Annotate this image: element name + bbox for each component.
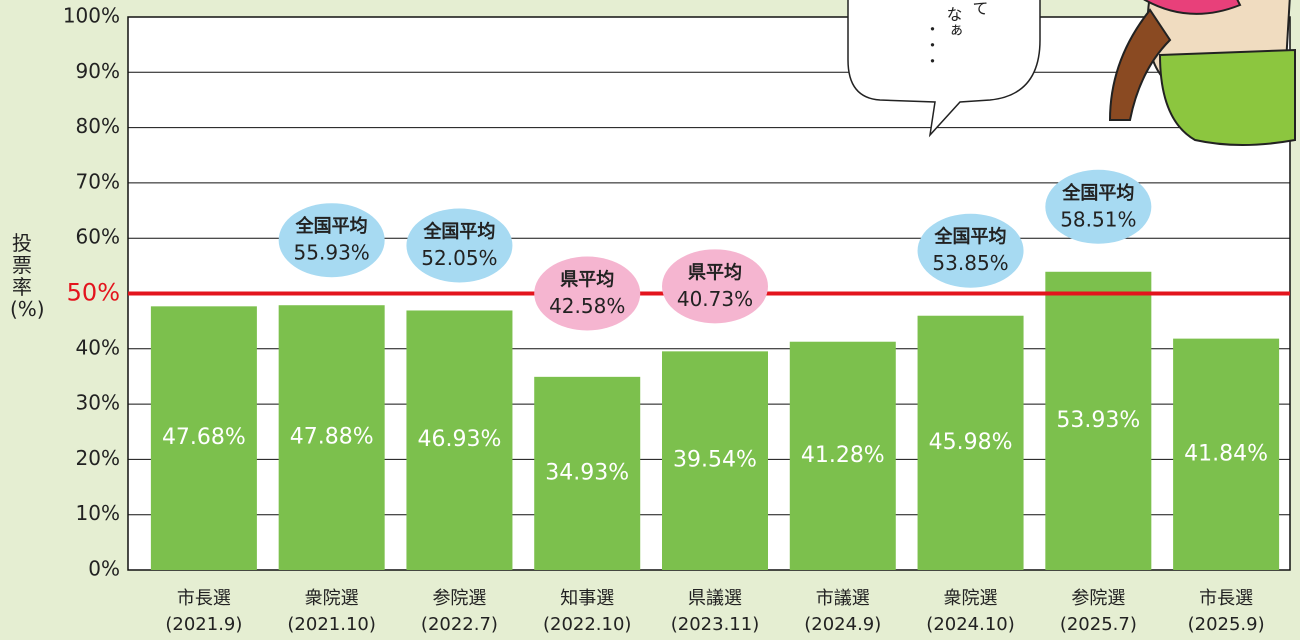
bubble-value: 53.85% bbox=[932, 251, 1008, 275]
speech-text: なぁ bbox=[944, 6, 963, 38]
y-axis-label: 投票率(%) bbox=[10, 232, 34, 320]
average-bubble: 県平均 42.58% bbox=[534, 257, 640, 331]
speech-text: て bbox=[970, 0, 989, 16]
value-label: 53.93% bbox=[1056, 408, 1140, 433]
bubble-label: 全国平均 bbox=[422, 220, 495, 242]
average-bubble: 全国平均 52.05% bbox=[406, 208, 512, 282]
x-tick-label: 衆院選 (2021.10) bbox=[268, 586, 396, 638]
page: 0% 10% 20% 30% 40% 50% 60% 70% 80% 90% 100% 47.68% 4… bbox=[0, 0, 1300, 640]
value-label: 41.84% bbox=[1184, 441, 1268, 466]
y-tick-label: 10% bbox=[76, 501, 120, 525]
y-tick-label: 30% bbox=[76, 391, 120, 415]
average-bubble: 全国平均 58.51% bbox=[1045, 170, 1151, 244]
x-tick-label: 市長選 (2021.9) bbox=[140, 586, 268, 638]
y-tick-label: 100% bbox=[63, 4, 120, 28]
value-label: 34.93% bbox=[545, 460, 629, 485]
y-tick-label: 60% bbox=[76, 225, 120, 249]
y-tick-label: 0% bbox=[88, 557, 120, 581]
bubble-label: 全国平均 bbox=[1061, 182, 1134, 204]
y-tick-label: 50% bbox=[67, 279, 120, 307]
y-tick-label: 40% bbox=[76, 335, 120, 359]
value-label: 47.68% bbox=[162, 425, 246, 450]
value-label: 39.54% bbox=[673, 448, 757, 473]
x-tick-label: 参院選 (2025.7) bbox=[1034, 586, 1162, 638]
bubble-label: 県平均 bbox=[688, 261, 742, 283]
y-tick-label: 80% bbox=[76, 114, 120, 138]
x-tick-label: 市長選 (2025.9) bbox=[1162, 586, 1290, 638]
bubble-label: 全国平均 bbox=[934, 226, 1007, 248]
x-tick-label: 知事選 (2022.10) bbox=[523, 586, 651, 638]
bubble-value: 55.93% bbox=[294, 241, 370, 265]
average-bubble: 全国平均 55.93% bbox=[279, 203, 385, 277]
y-tick-label: 20% bbox=[76, 446, 120, 470]
bubble-label: 全国平均 bbox=[295, 215, 368, 237]
x-tick-label: 衆院選 (2024.10) bbox=[907, 586, 1035, 638]
average-bubble: 県平均 40.73% bbox=[662, 249, 768, 323]
average-bubble: 全国平均 53.85% bbox=[918, 214, 1024, 288]
value-label: 47.88% bbox=[290, 425, 374, 450]
bubble-value: 58.51% bbox=[1060, 207, 1136, 231]
bubble-value: 40.73% bbox=[677, 287, 753, 311]
value-label: 45.98% bbox=[929, 430, 1013, 455]
bubble-label: 県平均 bbox=[560, 269, 614, 291]
bubble-value: 42.58% bbox=[549, 294, 625, 318]
x-tick-label: 市議選 (2024.9) bbox=[779, 586, 907, 638]
bubble-value: 52.05% bbox=[421, 246, 497, 270]
value-label: 46.93% bbox=[417, 427, 501, 452]
x-tick-label: 県議選 (2023.11) bbox=[651, 586, 779, 638]
chart: 0% 10% 20% 30% 40% 50% 60% 70% 80% 90% 100% 47.68% 4… bbox=[0, 0, 1300, 640]
speech-text: ・・・ bbox=[922, 21, 941, 69]
y-tick-label: 70% bbox=[76, 169, 120, 193]
y-tick-label: 90% bbox=[76, 59, 120, 83]
value-label: 41.28% bbox=[801, 443, 885, 468]
x-tick-label: 参院選 (2022.7) bbox=[395, 586, 523, 638]
